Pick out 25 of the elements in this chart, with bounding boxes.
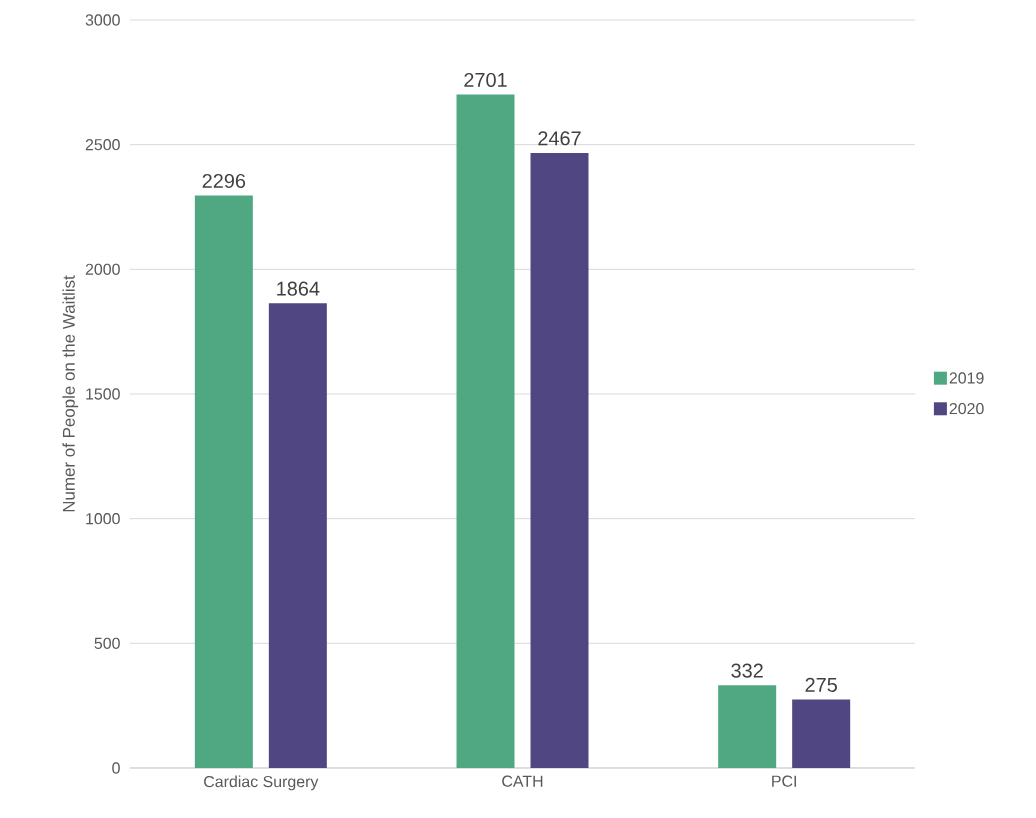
x-tick-label: Cardiac Surgery <box>204 775 319 791</box>
data-label: 2701 <box>464 72 507 88</box>
bar <box>718 685 777 768</box>
bar <box>194 195 253 768</box>
bar <box>268 303 327 768</box>
bar <box>792 699 851 768</box>
data-label: 1864 <box>277 281 320 296</box>
y-tick-label: 2000 <box>85 263 120 275</box>
data-label: 2296 <box>202 173 246 188</box>
legend-label: 2019 <box>949 372 984 384</box>
data-label: 275 <box>805 677 837 692</box>
y-tick-label: 500 <box>94 637 120 649</box>
x-tick-label: CATH <box>502 775 543 787</box>
x-tick-label: PCI <box>772 775 796 787</box>
data-label: 2467 <box>538 131 581 146</box>
y-tick-label: 2500 <box>85 139 120 151</box>
y-tick-label: 1500 <box>86 388 120 400</box>
data-label: 332 <box>731 663 763 678</box>
legend-label: 2020 <box>949 402 984 415</box>
y-tick-label: 1000 <box>86 513 120 525</box>
bar <box>456 94 515 768</box>
y-tick-label: 0 <box>112 762 120 774</box>
y-tick-label: 3000 <box>85 14 120 26</box>
y-axis-title: Numer of People on the Waitlist <box>62 275 79 512</box>
bar <box>530 152 589 768</box>
